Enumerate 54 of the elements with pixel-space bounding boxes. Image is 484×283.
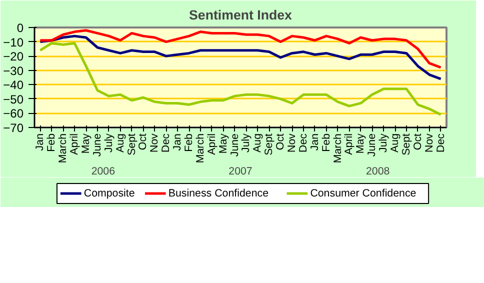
x-tick-label: Oct	[137, 133, 150, 150]
line-series	[38, 29, 442, 69]
x-tick-label: Jan	[172, 133, 184, 151]
x-tick-label: Aug	[114, 133, 126, 152]
x-tick-label: July	[102, 132, 115, 152]
x-tick-label: Oct	[274, 133, 287, 150]
y-tick-label: −60	[3, 106, 24, 121]
y-tick-label: −40	[3, 78, 24, 92]
x-tick-label: May	[354, 132, 367, 154]
x-tick-label: Nov	[148, 132, 161, 152]
y-tick-label: 0	[16, 21, 24, 35]
legend-label: Composite	[84, 188, 135, 200]
x-tick-label: March	[57, 133, 70, 164]
x-tick-label: Dec	[297, 132, 310, 152]
x-tick-label: Nov	[423, 132, 436, 152]
x-tick-label: Jan	[34, 133, 46, 151]
x-tick-label: June	[228, 133, 241, 157]
x-tick-label: Feb	[46, 133, 58, 152]
x-tick-label: March	[194, 133, 206, 164]
x-tick-label: Feb	[183, 133, 195, 152]
x-tick-label: July	[378, 132, 390, 152]
x-tick-label: Aug	[252, 133, 264, 152]
y-tick-label: −30	[3, 64, 24, 78]
legend-label: Business Confidence	[168, 188, 269, 200]
y-tick-label: −20	[3, 50, 24, 64]
x-tick-label: March	[332, 133, 344, 164]
x-tick-label: Sept	[400, 133, 412, 156]
text: 2006	[91, 166, 116, 178]
text: 2007	[228, 166, 252, 178]
x-tick-label: Dec	[160, 132, 172, 152]
chart-title: Sentiment Index	[189, 8, 293, 22]
text: 2008	[366, 166, 390, 178]
x-tick-label: Sept	[126, 133, 138, 156]
x-tick-label: June	[91, 133, 104, 157]
x-tick-label: Dec	[434, 132, 447, 152]
x-tick-label: April	[206, 133, 218, 155]
x-tick-label: April	[68, 133, 81, 155]
x-tick-label: Sept	[263, 133, 276, 156]
x-tick-label: Jan	[308, 133, 321, 151]
line-series	[38, 34, 442, 80]
x-tick-label: May	[217, 132, 230, 154]
x-tick-label: Feb	[320, 133, 332, 152]
x-tick-label: July	[240, 132, 252, 152]
y-tick-label: −10	[3, 35, 24, 50]
y-tick-label: −70	[3, 121, 24, 135]
x-tick-label: Aug	[389, 133, 401, 152]
x-tick-label: June	[366, 133, 378, 157]
x-tick-label: May	[80, 132, 92, 154]
x-tick-label: Oct	[412, 133, 424, 150]
x-tick-label: April	[343, 133, 356, 155]
x-tick-label: Nov	[286, 132, 298, 152]
y-tick-label: −50	[3, 92, 24, 106]
legend-label: Consumer Confidence	[310, 188, 416, 200]
line-series	[38, 42, 442, 116]
